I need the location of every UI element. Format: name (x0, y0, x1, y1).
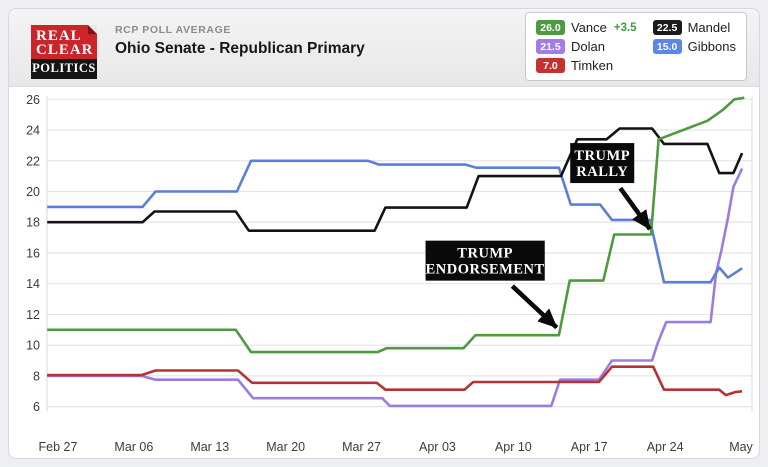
logo-line-real: REAL (36, 28, 82, 44)
x-tick-label: Feb 27 (39, 440, 78, 454)
legend-item-timken: 7.0 Timken (535, 58, 637, 73)
legend-value-badge: 15.0 (652, 39, 682, 54)
y-tick-label: 26 (26, 93, 40, 107)
legend-candidate-name: Mandel (687, 20, 731, 35)
annotation-box (570, 143, 635, 184)
y-tick-label: 18 (26, 216, 40, 230)
rcp-logo-red-box: REAL CLEAR (31, 25, 97, 59)
annotation-text: TRUMP (574, 148, 630, 164)
y-tick-label: 14 (26, 277, 40, 291)
legend-item-vance: 26.0 Vance +3.5 (535, 20, 637, 35)
x-tick-label: Mar 13 (190, 440, 229, 454)
x-tick-label: Apr 10 (495, 440, 532, 454)
series-line-dolan (47, 167, 744, 408)
legend-item-gibbons: 15.0 Gibbons (652, 39, 736, 54)
legend-value-badge: 7.0 (535, 58, 565, 73)
series-line-mandel (47, 127, 744, 232)
x-tick-label: Apr 03 (419, 440, 456, 454)
legend-candidate-name: Vance (570, 20, 607, 35)
y-tick-label: 22 (26, 154, 40, 168)
legend-candidate-name: Gibbons (687, 39, 736, 54)
x-tick-label: Apr 17 (571, 440, 608, 454)
annotation-text: ENDORSEMENT (426, 262, 545, 278)
chart-area: 26 24 22 20 18 16 14 12 10 8 6 Feb 27 Mar 06 Mar 13 Ma… (9, 87, 759, 458)
logo-line-clear: CLEAR (36, 42, 94, 58)
series-line-timken (47, 365, 743, 397)
y-tick-label: 12 (26, 308, 40, 322)
x-tick-label: Mar 06 (114, 440, 153, 454)
legend-candidate-name: Dolan (570, 39, 605, 54)
series-line-vance (47, 96, 745, 354)
y-tick-label: 8 (33, 369, 40, 383)
legend-item-dolan: 21.5 Dolan (535, 39, 637, 54)
y-tick-label: 20 (26, 185, 40, 199)
y-tick-label: 10 (26, 339, 40, 353)
x-tick-label: May (729, 440, 753, 454)
card-header: REAL CLEAR POLITICS RCP POLL AVERAGE Ohi… (9, 9, 759, 87)
page-title: Ohio Senate - Republican Primary (115, 40, 365, 57)
annotation-arrow (618, 186, 652, 231)
annotation-text: RALLY (576, 164, 628, 180)
annotation-arrow (510, 284, 559, 330)
legend-candidate-name: Timken (570, 58, 614, 73)
chart-card: REAL CLEAR POLITICS RCP POLL AVERAGE Ohi… (8, 8, 760, 459)
annotation-text: TRUMP (457, 246, 513, 262)
series-line-gibbons (47, 159, 743, 284)
y-tick-label: 24 (26, 124, 40, 138)
legend-item-mandel: 22.5 Mandel (652, 20, 736, 35)
kicker-label: RCP POLL AVERAGE (115, 24, 231, 36)
rcp-logo: REAL CLEAR POLITICS (31, 25, 97, 79)
y-tick-label: 16 (26, 246, 40, 260)
legend: 26.0 Vance +3.5 22.5 Mandel 21.5 Dolan 15.0 Gibb… (524, 12, 747, 81)
y-tick-label: 6 (33, 400, 40, 414)
x-tick-label: Mar 20 (266, 440, 305, 454)
x-tick-label: Mar 27 (342, 440, 381, 454)
annotation-box (425, 240, 545, 281)
poll-chart-svg: 26 24 22 20 18 16 14 12 10 8 6 Feb 27 Mar 06 Mar 13 Ma… (26, 93, 753, 454)
logo-line-politics: POLITICS (31, 59, 97, 79)
legend-delta: +3.5 (613, 21, 637, 34)
legend-value-badge: 26.0 (535, 20, 565, 35)
x-tick-label: Apr 24 (647, 440, 684, 454)
legend-value-badge: 21.5 (535, 39, 565, 54)
legend-value-badge: 22.5 (652, 20, 682, 35)
